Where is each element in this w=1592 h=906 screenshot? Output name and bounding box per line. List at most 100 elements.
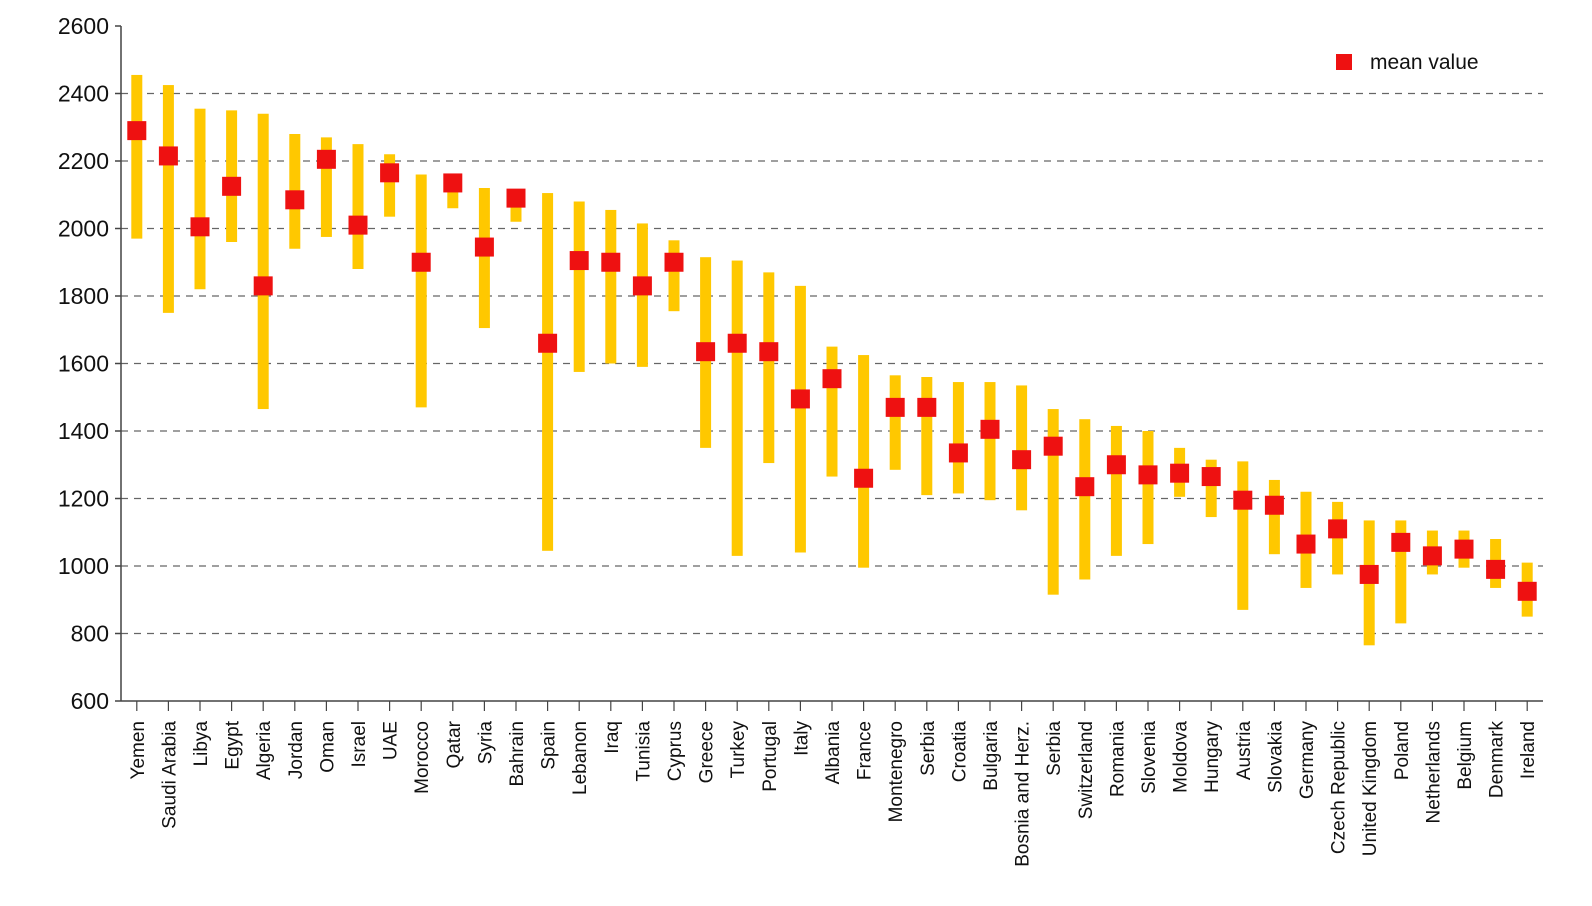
x-tick-label-romania-31: Romania	[1107, 721, 1128, 797]
mean-marker-ireland-44	[1517, 581, 1537, 601]
range-bar-turkey-19	[731, 260, 743, 556]
x-tick-labels: Yemen Saudi Arabia Libya Egypt Algeria Jordan…	[128, 720, 1539, 866]
range-bar-switzerland-30	[1079, 419, 1091, 580]
x-tick-label-spain-13: Spain	[539, 721, 560, 770]
x-tick-label-netherlands-41: Netherlands	[1423, 721, 1444, 823]
mean-marker-syria-11	[474, 237, 494, 257]
mean-marker-united-kingdom-39	[1359, 564, 1379, 584]
mean-marker-lebanon-14	[569, 251, 589, 271]
mean-marker-israel-7	[348, 215, 368, 235]
x-tick-label-lebanon-14: Lebanon	[570, 721, 591, 795]
mean-marker-hungary-34	[1201, 467, 1221, 487]
mean-marker-qatar-10	[443, 173, 463, 193]
x-tick-label-uae-8: UAE	[381, 721, 402, 760]
x-tick-label-belgium-42: Belgium	[1455, 721, 1476, 790]
mean-marker-italy-21	[790, 389, 810, 409]
x-tick-label-israel-7: Israel	[349, 721, 370, 767]
mean-markers	[127, 121, 1537, 601]
range-bars	[131, 74, 1533, 646]
range-bar-uae-8	[384, 154, 396, 217]
mean-marker-egypt-3	[222, 176, 242, 196]
range-bar-israel-7	[352, 144, 364, 269]
range-bar-yemen-0	[131, 74, 143, 239]
x-tick-label-turkey-19: Turkey	[728, 721, 749, 779]
range-bar-croatia-26	[952, 382, 964, 494]
mean-marker-cyprus-17	[664, 252, 684, 272]
mean-marker-albania-22	[822, 369, 842, 389]
mean-marker-netherlands-41	[1422, 546, 1442, 566]
y-tick-label-1600: 1600	[58, 351, 109, 377]
x-tick-label-cyprus-17: Cyprus	[665, 721, 686, 781]
x-tick-label-czech-republic-38: Czech Republic	[1329, 721, 1350, 854]
range-bar-hungary-34	[1205, 459, 1217, 518]
mean-marker-iraq-15	[601, 252, 621, 272]
mean-marker-jordan-5	[285, 190, 305, 210]
x-tick-label-syria-11: Syria	[475, 721, 496, 765]
x-tick-label-france-23: France	[855, 721, 876, 780]
x-tick-label-egypt-3: Egypt	[223, 720, 244, 769]
x-tick-label-croatia-26: Croatia	[949, 721, 970, 783]
x-tick-label-italy-21: Italy	[791, 721, 812, 756]
range-bar-serbia-29	[1047, 409, 1059, 595]
x-tick-label-oman-6: Oman	[317, 721, 338, 773]
y-tick-label-2200: 2200	[58, 148, 109, 174]
x-tick-label-algeria-4: Algeria	[254, 721, 275, 781]
x-tick-label-bosnia-and-herz-28: Bosnia and Herz.	[1013, 721, 1034, 867]
mean-marker-switzerland-30	[1075, 477, 1095, 497]
x-tick-label-morocco-9: Morocco	[412, 721, 433, 794]
x-tick-label-denmark-43: Denmark	[1487, 721, 1508, 799]
x-tick-label-tunisia-16: Tunisia	[633, 721, 654, 782]
range-bar-slovenia-32	[1142, 431, 1154, 545]
range-bar-slovakia-36	[1268, 479, 1280, 555]
mean-marker-yemen-0	[127, 121, 147, 141]
range-bar-spain-13	[542, 193, 554, 551]
mean-marker-romania-31	[1106, 455, 1126, 475]
x-tick-label-bahrain-12: Bahrain	[507, 721, 528, 787]
range-bar-bosnia-and-herz-28	[1016, 385, 1028, 511]
mean-marker-spain-13	[538, 333, 558, 353]
x-tick-label-portugal-20: Portugal	[760, 721, 781, 792]
mean-marker-czech-republic-38	[1328, 519, 1348, 539]
range-bar-france-23	[858, 355, 870, 568]
x-tick-label-serbia-25: Serbia	[918, 721, 939, 776]
range-bar-albania-22	[826, 346, 838, 477]
x-tick-label-qatar-10: Qatar	[444, 720, 465, 768]
y-tick-label-2000: 2000	[58, 216, 109, 242]
mean-marker-turkey-19	[727, 333, 747, 353]
range-bar-austria-35	[1237, 461, 1249, 610]
mean-marker-libya-2	[190, 217, 210, 237]
range-bar-bulgaria-27	[984, 382, 996, 501]
range-bar-egypt-3	[226, 110, 238, 242]
y-tick-label-600: 600	[71, 688, 109, 714]
mean-marker-poland-40	[1391, 532, 1411, 552]
range-bar-morocco-9	[415, 174, 427, 408]
mean-marker-croatia-26	[948, 443, 968, 463]
mean-marker-belgium-42	[1454, 539, 1474, 559]
x-tick-label-albania-22: Albania	[823, 721, 844, 785]
mean-marker-saudi-arabia-1	[158, 146, 178, 166]
range-bar-qatar-10	[447, 177, 459, 209]
y-tick-label-1400: 1400	[58, 418, 109, 444]
x-tick-label-greece-18: Greece	[697, 721, 718, 783]
mean-marker-moldova-33	[1170, 463, 1190, 483]
mean-marker-denmark-43	[1486, 559, 1506, 579]
range-bar-algeria-4	[257, 113, 269, 410]
mean-marker-bosnia-and-herz-28	[1012, 450, 1032, 470]
x-tick-label-saudi-arabia-1: Saudi Arabia	[159, 721, 180, 829]
x-tick-label-switzerland-30: Switzerland	[1076, 721, 1097, 819]
x-tick-label-serbia-29: Serbia	[1044, 721, 1065, 776]
mean-marker-portugal-20	[759, 342, 779, 362]
mean-marker-oman-6	[316, 149, 336, 169]
y-tick-label-1800: 1800	[58, 283, 109, 309]
mean-marker-greece-18	[696, 342, 716, 362]
mean-marker-germany-37	[1296, 534, 1316, 554]
mean-marker-bahrain-12	[506, 188, 526, 208]
x-tick-label-united-kingdom-39: United Kingdom	[1360, 721, 1381, 856]
range-bar-italy-21	[794, 285, 806, 553]
range-bar-syria-11	[478, 188, 490, 329]
mean-marker-france-23	[854, 468, 874, 488]
x-tick-label-ireland-44: Ireland	[1518, 721, 1539, 779]
range-bar-serbia-25	[921, 377, 933, 496]
y-tick-label-2400: 2400	[58, 81, 109, 107]
x-tick-label-montenegro-24: Montenegro	[886, 721, 907, 822]
